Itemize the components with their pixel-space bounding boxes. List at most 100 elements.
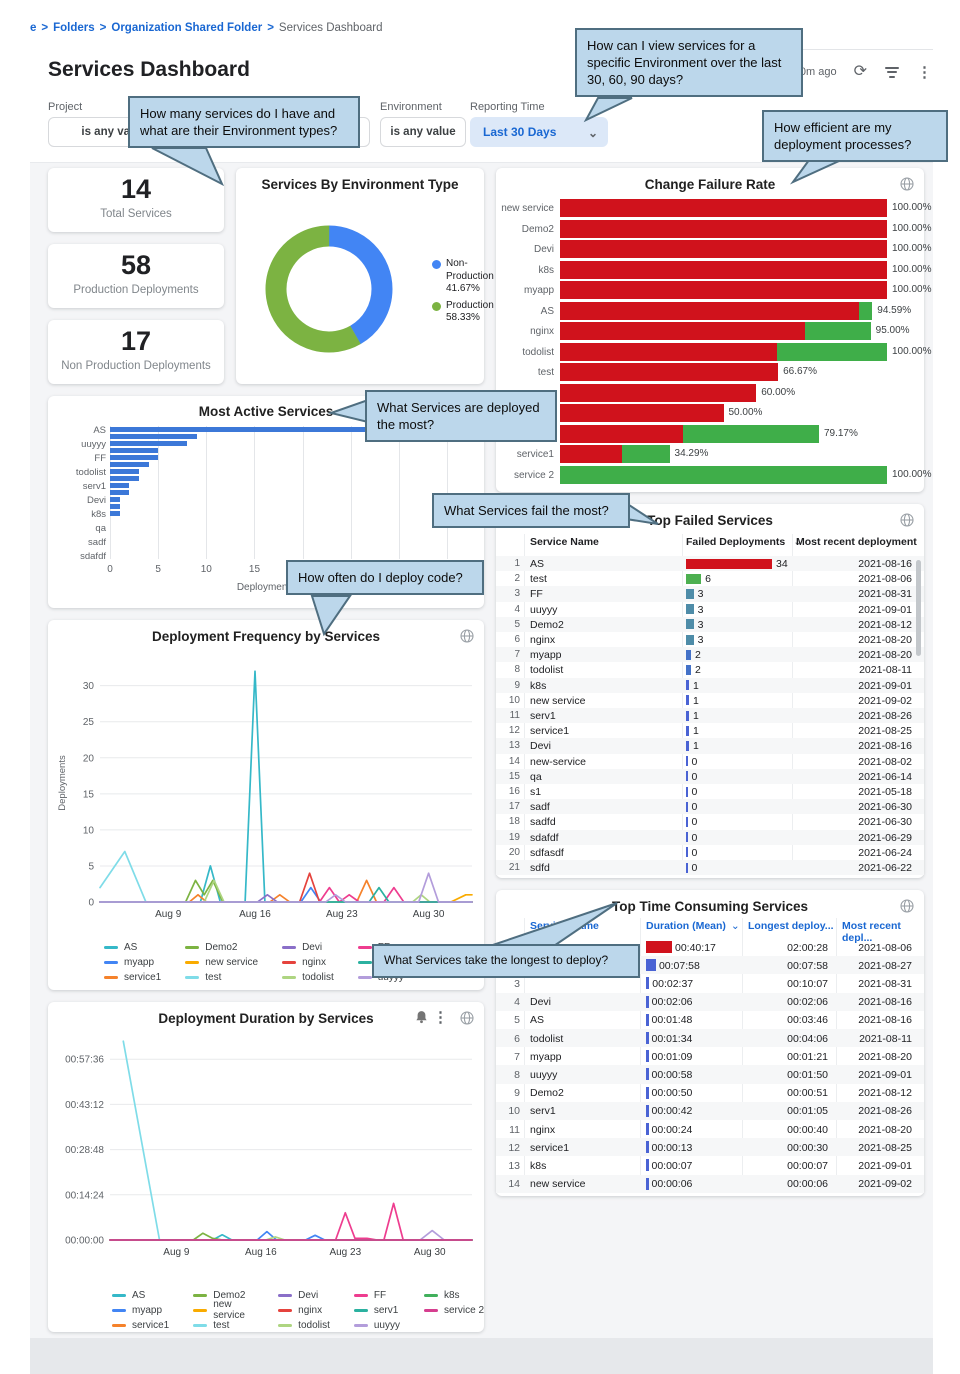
breadcrumb-home[interactable]: e	[30, 22, 37, 34]
col-header-failed-deployments[interactable]: Failed Deployments ⌄	[686, 536, 803, 548]
legend-item-service1[interactable]: service1	[104, 970, 161, 984]
legend-item-test[interactable]: test	[193, 1318, 254, 1332]
breadcrumb-folders[interactable]: Folders	[53, 22, 95, 34]
cfr-bar-fail[interactable]	[560, 342, 778, 361]
table-row[interactable]: 16 s1 0 2021-05-18	[496, 784, 924, 799]
table-row[interactable]: 17 sadf 0 2021-06-30	[496, 799, 924, 815]
legend-item-nginx[interactable]: nginx	[278, 1303, 330, 1317]
table-row[interactable]: 6 nginx 3 2021-08-20	[496, 632, 924, 647]
table-row[interactable]: 5 Demo2 3 2021-08-12	[496, 616, 924, 632]
legend-item-nginx[interactable]: nginx	[282, 955, 334, 969]
table-row[interactable]: 19 sdafdf 0 2021-06-29	[496, 829, 924, 845]
cfr-bar-success[interactable]	[805, 322, 871, 340]
legend-item-new-service[interactable]: new service	[185, 955, 258, 969]
series-service1[interactable]	[99, 879, 473, 903]
scrollbar-thumb[interactable]	[916, 560, 921, 656]
table-row[interactable]: 8 todolist 2 2021-08-11	[496, 662, 924, 677]
legend-item-k8s[interactable]: k8s	[423, 1288, 484, 1302]
series-test[interactable]	[99, 850, 473, 903]
legend-item-myapp[interactable]: myapp	[104, 955, 161, 969]
cfr-bar-fail[interactable]	[560, 199, 887, 217]
series-uuyyy[interactable]	[109, 1229, 473, 1241]
bar[interactable]	[110, 504, 120, 509]
table-row[interactable]: 8 uuyyy 00:00:58 00:01:50 2021-09-01	[496, 1065, 924, 1084]
col-header-duration-mean[interactable]: Duration (Mean) ⌄	[646, 920, 740, 932]
cfr-bar-success[interactable]	[622, 445, 670, 463]
globe-icon[interactable]	[900, 177, 914, 196]
bar[interactable]	[110, 448, 159, 453]
col-header-most-recent[interactable]: Most recent depl...	[842, 920, 901, 944]
legend-item-serv1[interactable]: serv1	[353, 1303, 400, 1317]
bar[interactable]	[110, 497, 120, 502]
table-row[interactable]: 15 qa 0 2021-06-14	[496, 768, 924, 784]
legend-item-AS[interactable]: AS	[112, 1288, 169, 1302]
bar[interactable]	[110, 441, 188, 446]
col-header-service-name[interactable]: Service Name	[530, 536, 599, 548]
series-FF[interactable]	[109, 1202, 473, 1241]
table-row[interactable]: 6 todolist 00:01:34 00:04:06 2021-08-11	[496, 1029, 924, 1048]
table-row[interactable]: 20 sdfasdf 0 2021-06-24	[496, 845, 924, 860]
table-row[interactable]: 21 sdfd 0 2021-06-22	[496, 860, 924, 876]
table-row[interactable]: 13 Devi 1 2021-08-16	[496, 738, 924, 754]
legend-item-Demo2[interactable]: Demo2	[193, 1288, 254, 1302]
globe-icon[interactable]	[460, 1011, 474, 1030]
bar[interactable]	[110, 427, 467, 432]
table-row[interactable]: 9 k8s 1 2021-09-01	[496, 677, 924, 693]
cfr-bar-fail[interactable]	[560, 281, 887, 299]
legend-item-myapp[interactable]: myapp	[112, 1303, 169, 1317]
table-row[interactable]: 4 uuyyy 3 2021-09-01	[496, 602, 924, 617]
table-row[interactable]: 12 service1 1 2021-08-25	[496, 723, 924, 738]
legend-item-Devi[interactable]: Devi	[278, 1288, 330, 1302]
col-header-most-recent[interactable]: Most recent deployment	[796, 536, 917, 548]
cfr-bar-fail[interactable]	[560, 322, 806, 340]
cfr-bar-fail[interactable]	[560, 240, 887, 258]
table-row[interactable]: 12 service1 00:00:13 00:00:30 2021-08-25	[496, 1138, 924, 1157]
table-row[interactable]: 3 FF 3 2021-08-31	[496, 586, 924, 602]
table-row[interactable]: 13 k8s 00:00:07 00:00:07 2021-09-01	[496, 1156, 924, 1174]
bell-icon[interactable]	[415, 1010, 428, 1029]
breadcrumb-org-shared-folder[interactable]: Organization Shared Folder	[111, 22, 263, 34]
series-myapp[interactable]	[109, 1230, 473, 1241]
table-row[interactable]: 4 Devi 00:02:06 00:02:06 2021-08-16	[496, 992, 924, 1011]
legend-item-AS[interactable]: AS	[104, 940, 161, 954]
filter-icon[interactable]	[884, 64, 900, 80]
table-row[interactable]: 10 new service 1 2021-09-02	[496, 693, 924, 708]
table-row[interactable]: 1 AS 34 2021-08-16	[496, 556, 924, 572]
donut-slice-production[interactable]	[257, 217, 402, 362]
legend-item-new-service[interactable]: new service	[193, 1299, 254, 1321]
cfr-bar-success[interactable]	[682, 424, 819, 443]
table-row[interactable]: 14 new-service 0 2021-08-02	[496, 754, 924, 769]
legend-item-Devi[interactable]: Devi	[282, 940, 334, 954]
table-row[interactable]: 7 myapp 00:01:09 00:01:21 2021-08-20	[496, 1047, 924, 1065]
legend-item-Demo2[interactable]: Demo2	[185, 940, 258, 954]
deployment-frequency-chart[interactable]: 0 5 10 15 20 25 30 Aug 9 Aug 16 Aug 23 Aug 30 Deplo…	[54, 646, 478, 932]
legend-item-uuyyy[interactable]: uuyyy	[353, 1318, 400, 1332]
table-row[interactable]: 5 AS 00:01:48 00:03:46 2021-08-16	[496, 1011, 924, 1029]
bar[interactable]	[110, 511, 120, 516]
cfr-bar-fail[interactable]	[560, 424, 683, 443]
cfr-bar-success[interactable]	[777, 342, 887, 361]
series-Demo2[interactable]	[109, 1232, 473, 1241]
globe-icon[interactable]	[900, 513, 914, 532]
bar[interactable]	[110, 476, 139, 481]
bar[interactable]	[110, 455, 159, 460]
series-AS[interactable]	[99, 670, 473, 903]
legend-item-test[interactable]: test	[185, 970, 258, 984]
reporting-time-filter[interactable]: Last 30 Days ⌄	[470, 117, 608, 147]
globe-icon[interactable]	[460, 629, 474, 648]
table-row[interactable]: 9 Demo2 00:00:50 00:00:51 2021-08-12	[496, 1084, 924, 1102]
bar[interactable]	[110, 490, 130, 495]
legend-item[interactable]: Production 58.33%	[432, 300, 494, 325]
legend-item-todolist[interactable]: todolist	[278, 1318, 330, 1332]
kebab-menu-icon[interactable]: ⋮	[433, 1009, 448, 1026]
environment-filter[interactable]: is any value	[380, 117, 466, 147]
table-row[interactable]: 10 serv1 00:00:42 00:01:05 2021-08-26	[496, 1101, 924, 1120]
cfr-bar-success[interactable]	[560, 465, 887, 484]
cfr-bar-fail[interactable]	[560, 363, 779, 381]
cfr-bar-success[interactable]	[859, 301, 873, 320]
cfr-bar-fail[interactable]	[560, 445, 623, 463]
legend-item-service-2[interactable]: service 2	[423, 1303, 484, 1317]
col-header-service-name[interactable]: Service Name	[530, 920, 599, 932]
donut-chart[interactable]	[250, 210, 408, 368]
bar[interactable]	[110, 434, 197, 439]
